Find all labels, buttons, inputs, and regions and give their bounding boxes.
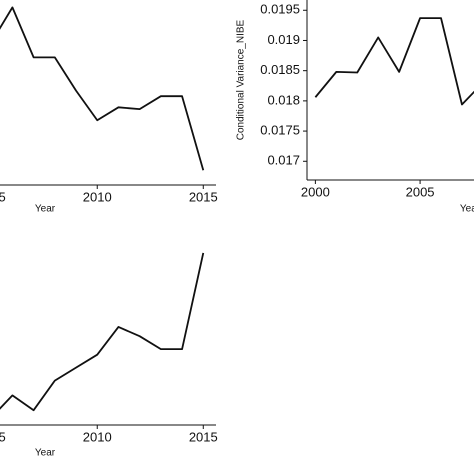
- x-tick-label: 2005: [0, 429, 6, 444]
- y-tick-label: 0.0195: [260, 2, 300, 17]
- x-tick-label: 2000: [301, 184, 330, 199]
- y-axis-label: Conditional Variance_NIBE: [236, 19, 247, 140]
- y-tick-label: 0.017: [267, 153, 300, 168]
- x-tick-label: 2015: [189, 429, 218, 444]
- panel: 2005 2010 2015 Year: [0, 252, 218, 459]
- panel: 2000 2005 0.017 0.0175 0.018 0.0185 0.019 0.019…: [236, 0, 474, 215]
- data-line: [0, 252, 205, 412]
- x-tick-label: 2005: [0, 189, 6, 204]
- y-tick-label: 0.018: [267, 92, 300, 107]
- x-tick-label: 2010: [83, 429, 112, 444]
- x-axis-label: Year: [35, 204, 56, 215]
- y-tick-label: 0.0185: [260, 62, 300, 77]
- x-axis-label: Year: [35, 448, 56, 459]
- x-tick-label: 2015: [189, 189, 218, 204]
- x-axis-label: Year: [460, 204, 474, 215]
- panel: 2005 2010 2015 Year: [0, 6, 218, 215]
- x-tick-label: 2005: [406, 184, 435, 199]
- x-tick-label: 2010: [83, 189, 112, 204]
- y-tick-label: 0.0175: [260, 123, 300, 138]
- data-line: [0, 6, 205, 171]
- data-line: [314, 17, 474, 106]
- y-tick-label: 0.019: [267, 32, 300, 47]
